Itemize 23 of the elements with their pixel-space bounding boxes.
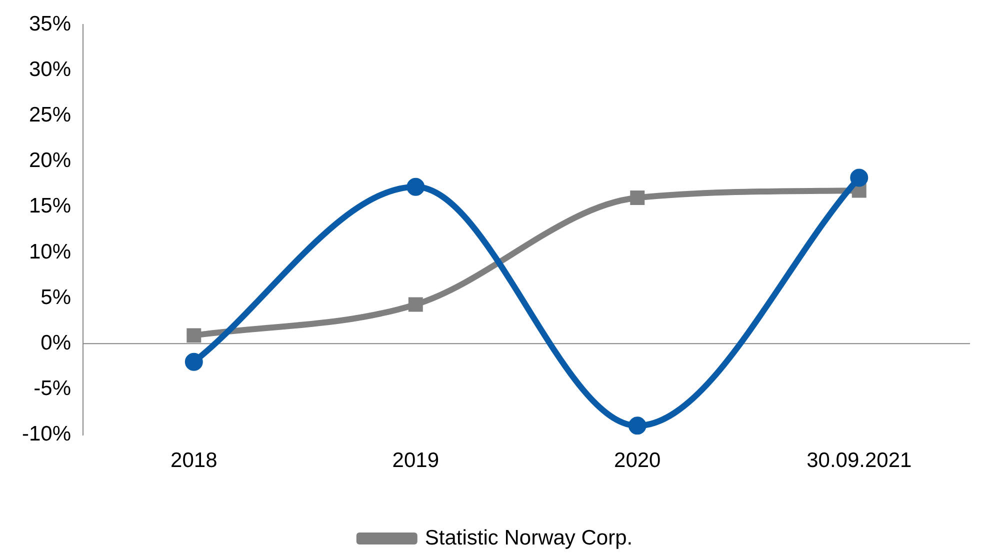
y-tick-label: 10% (28, 240, 72, 264)
legend-label: Statistic Norway Corp. (424, 526, 633, 550)
y-tick-label: 35% (28, 12, 72, 36)
y-tick-label: 5% (40, 286, 72, 309)
y-tick-label: 0% (40, 331, 72, 354)
y-tick-label: -5% (34, 377, 72, 400)
y-tick-label: -10% (22, 422, 72, 446)
x-tick-label: 2018 (170, 449, 218, 472)
x-tick-label: 2019 (392, 449, 439, 472)
point (184, 352, 203, 371)
point (628, 416, 646, 435)
y-tick-label: 15% (28, 194, 72, 218)
y-tick-label: 25% (28, 104, 72, 127)
point (406, 178, 425, 196)
point (850, 168, 868, 187)
point (852, 183, 866, 198)
point (186, 328, 202, 343)
y-tick-label: 30% (28, 58, 72, 81)
point (630, 190, 645, 206)
x-tick-label: 2020 (614, 449, 661, 472)
y-tick-label: 20% (28, 149, 72, 172)
x-tick-label: 30.09.2021 (806, 449, 912, 472)
point (408, 297, 423, 312)
